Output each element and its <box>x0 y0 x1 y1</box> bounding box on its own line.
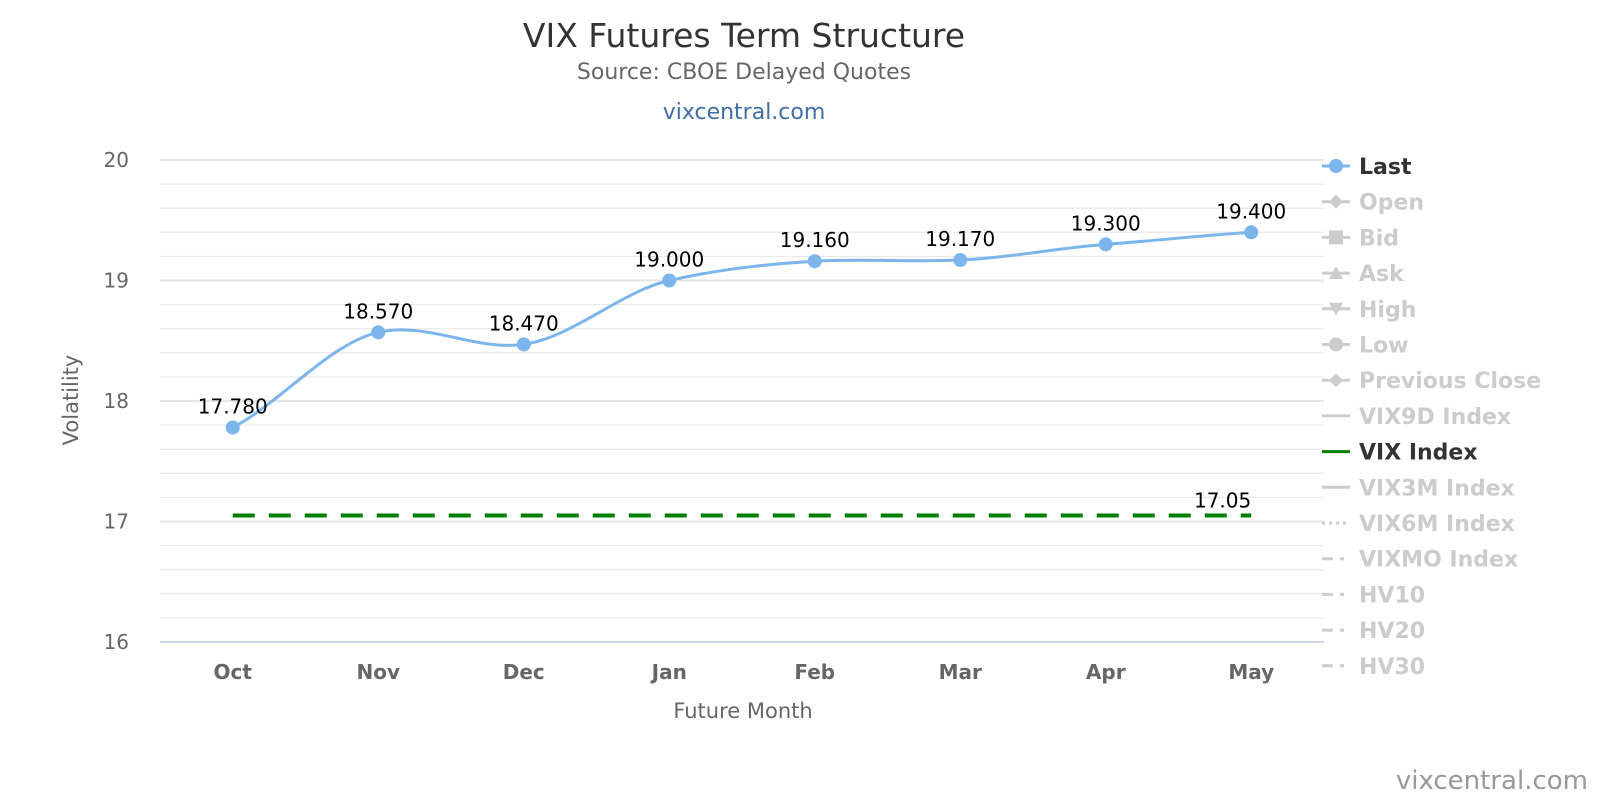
y-tick-label: 18 <box>104 389 129 413</box>
legend-item-vix-index[interactable]: VIX Index <box>1322 441 1478 466</box>
x-tick-label: Dec <box>503 660 545 684</box>
legend-item-hv20[interactable]: HV20 <box>1322 619 1425 644</box>
legend-item-high[interactable]: High <box>1322 298 1416 323</box>
x-tick-label: Nov <box>356 660 400 684</box>
legend-label: VIX Index <box>1359 441 1478 466</box>
legend-item-bid[interactable]: Bid <box>1322 226 1399 251</box>
x-tick-label: Mar <box>939 660 982 684</box>
legend-label: Last <box>1359 155 1412 180</box>
legend-item-vixmo-index[interactable]: VIXMO Index <box>1322 548 1518 573</box>
legend-item-vix9d-index[interactable]: VIX9D Index <box>1322 405 1511 430</box>
vixcentral-link[interactable]: vixcentral.com <box>663 100 826 125</box>
legend-label: High <box>1359 298 1416 323</box>
legend-label: HV20 <box>1359 619 1425 644</box>
data-point-last-apr[interactable] <box>1098 237 1113 252</box>
legend-label: VIX3M Index <box>1359 476 1515 501</box>
legend-label: Previous Close <box>1359 369 1541 394</box>
legend: Last Open Bid Ask High Low Previous Close VIX9D… <box>1322 155 1541 680</box>
legend-item-ask[interactable]: Ask <box>1322 262 1405 287</box>
legend-label: Bid <box>1359 226 1399 251</box>
chart-credit[interactable]: vixcentral.com <box>1396 766 1588 796</box>
data-label-last-nov: 18.570 <box>343 299 413 323</box>
legend-diamond-symbol <box>1329 194 1343 209</box>
data-label-last-jan: 19.000 <box>634 248 704 272</box>
y-tick-label: 16 <box>104 630 129 654</box>
x-tick-label: Jan <box>650 660 687 684</box>
data-label-last-dec: 18.470 <box>489 311 559 335</box>
y-tick-label: 17 <box>104 510 129 534</box>
x-tick-label: Apr <box>1086 660 1126 684</box>
data-point-last-may[interactable] <box>1244 225 1259 240</box>
legend-label: HV10 <box>1359 583 1425 608</box>
grid-lines <box>160 159 1324 643</box>
legend-label: HV30 <box>1359 655 1425 680</box>
data-label-last-oct: 17.780 <box>198 395 268 419</box>
x-axis-title: Future Month <box>673 699 812 723</box>
data-point-last-nov[interactable] <box>371 325 386 340</box>
legend-label: VIXMO Index <box>1359 548 1518 573</box>
chart-title: VIX Futures Term Structure <box>523 16 965 55</box>
legend-item-low[interactable]: Low <box>1322 334 1408 359</box>
x-axis: Oct Nov Dec Jan Feb Mar Apr May <box>214 660 1275 684</box>
data-point-last-feb[interactable] <box>807 254 822 269</box>
legend-label: Ask <box>1359 262 1405 287</box>
data-label-last-may: 19.400 <box>1216 199 1286 223</box>
y-axis-title: Volatility <box>59 355 83 446</box>
x-tick-label: May <box>1228 660 1274 684</box>
legend-item-open[interactable]: Open <box>1322 191 1424 216</box>
data-label-last-apr: 19.300 <box>1071 211 1141 235</box>
data-point-last-dec[interactable] <box>516 337 531 352</box>
data-label-last-mar: 19.170 <box>925 227 995 251</box>
x-tick-label: Oct <box>214 660 253 684</box>
legend-item-vix6m-index[interactable]: VIX6M Index <box>1322 512 1515 537</box>
legend-label: VIX9D Index <box>1359 405 1511 430</box>
y-tick-label: 20 <box>104 148 129 172</box>
legend-triangle-down-symbol <box>1329 302 1343 316</box>
chart-subtitle: Source: CBOE Delayed Quotes <box>577 60 911 85</box>
legend-circle-symbol <box>1329 159 1343 173</box>
legend-circle-symbol <box>1329 337 1343 352</box>
vix-index-value-label: 17.05 <box>1194 488 1251 512</box>
legend-triangle-up-symbol <box>1329 266 1343 280</box>
data-point-last-jan[interactable] <box>662 273 677 288</box>
y-axis: 16 17 18 19 20 <box>104 148 129 654</box>
legend-square-symbol <box>1329 230 1343 245</box>
data-point-last-mar[interactable] <box>953 253 968 268</box>
x-tick-label: Feb <box>794 660 835 684</box>
legend-item-hv10[interactable]: HV10 <box>1322 583 1425 608</box>
legend-item-vix3m-index[interactable]: VIX3M Index <box>1322 476 1515 501</box>
data-label-last-feb: 19.160 <box>780 228 850 252</box>
legend-item-previous-close[interactable]: Previous Close <box>1322 369 1541 394</box>
series-layer: 17.05 17.780 18.570 18.470 19.000 19.160 19.17… <box>198 199 1286 518</box>
legend-label: VIX6M Index <box>1359 512 1515 537</box>
legend-label: Low <box>1359 334 1408 359</box>
legend-item-hv30[interactable]: HV30 <box>1322 655 1425 680</box>
data-point-last-oct[interactable] <box>225 420 240 435</box>
legend-item-last[interactable]: Last <box>1322 155 1412 180</box>
y-tick-label: 19 <box>104 269 129 293</box>
series-last-line <box>232 230 1252 429</box>
legend-diamond-symbol <box>1329 373 1343 388</box>
legend-label: Open <box>1359 191 1424 216</box>
